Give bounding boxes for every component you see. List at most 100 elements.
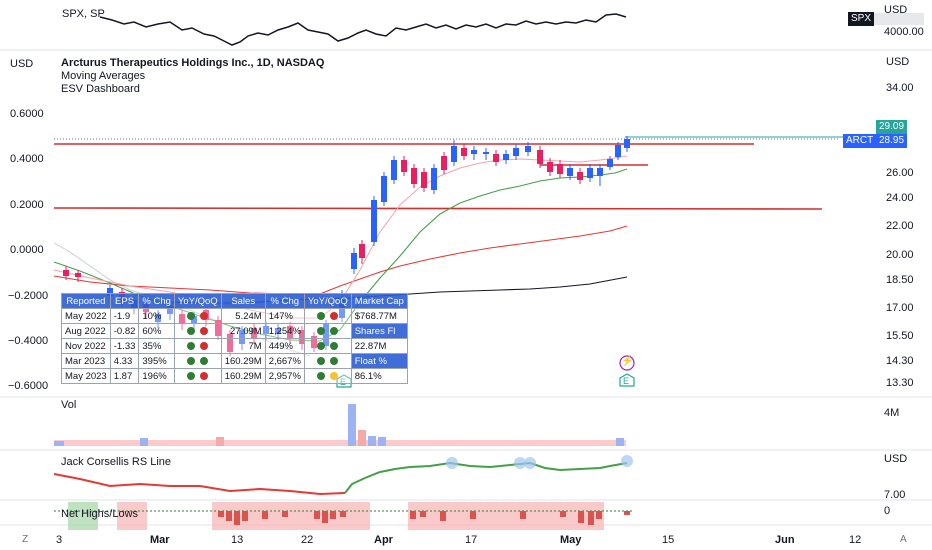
earnings-marker-label[interactable]: E <box>623 376 630 386</box>
zoom-reset-button[interactable]: Z <box>22 534 29 545</box>
candle <box>503 150 509 164</box>
left-scale-label: −0.2000 <box>8 290 49 302</box>
candle <box>381 172 387 206</box>
col-sales-yoy: YoY/QoQ <box>303 293 352 309</box>
left-scale-label: 0.2000 <box>10 199 44 211</box>
nh-red-zone-1 <box>117 502 147 530</box>
cell-float-pct-value: 86.1% <box>350 368 408 384</box>
cell-eps-chg: 35% <box>138 338 175 354</box>
green-dot-icon <box>317 311 326 320</box>
left-scale-label: 0.4000 <box>10 153 44 165</box>
candle <box>359 240 365 264</box>
compare-badge-ghost <box>874 13 924 25</box>
candle <box>461 144 467 160</box>
last-price-badge: 28.95 <box>876 134 908 148</box>
price-scale-label: 14.30 <box>886 355 914 367</box>
cell-sales-chg: 449% <box>264 338 305 354</box>
cell-eps-dots <box>173 368 222 384</box>
nh-green-zone <box>68 502 98 530</box>
time-axis-label: May <box>560 534 582 546</box>
green-dot-icon <box>330 356 339 365</box>
cell-shares-float-value: 22.87M <box>350 338 408 354</box>
rs-line-label[interactable]: Jack Corsellis RS Line <box>61 456 172 468</box>
red-dot-icon <box>330 311 339 320</box>
auto-scale-button[interactable]: A <box>900 534 907 545</box>
left-scale-label: −0.6000 <box>8 380 49 392</box>
candle <box>471 146 477 160</box>
candle <box>351 248 357 274</box>
cell-eps-dots <box>173 308 222 324</box>
earnings-marker-2 <box>619 373 635 387</box>
candle <box>567 164 573 180</box>
time-axis-label: Mar <box>150 534 170 546</box>
candle <box>421 168 427 192</box>
time-axis-label: Jun <box>775 534 795 546</box>
cell-eps-dots <box>173 323 222 339</box>
candle <box>597 164 603 186</box>
cell-eps: -1.33 <box>109 338 140 354</box>
cell-shares-float-label: Shares Fl <box>350 323 408 339</box>
price-scale-label: 24.00 <box>886 192 914 204</box>
time-axis-label: 12 <box>849 534 862 546</box>
left-scale-label: −0.4000 <box>8 335 49 347</box>
cell-eps-dots <box>173 338 222 354</box>
legend-esv-dashboard[interactable]: ESV Dashboard <box>61 83 140 95</box>
compare-badge[interactable]: SPX <box>848 12 875 26</box>
candle <box>537 146 543 168</box>
candle <box>391 156 397 184</box>
cell-eps: -1.9 <box>109 308 140 324</box>
green-dot-icon <box>317 356 326 365</box>
green-dot-icon <box>187 356 196 365</box>
rs-line-red <box>53 473 346 496</box>
cell-eps: 1.87 <box>109 368 140 384</box>
legend-moving-averages[interactable]: Moving Averages <box>61 70 146 82</box>
price-scale-label: 15.50 <box>886 330 914 342</box>
cell-sales: 27.09M <box>220 323 266 339</box>
candle <box>624 136 630 152</box>
cell-eps: -0.82 <box>109 323 140 339</box>
symbol-badge[interactable]: ARCT <box>843 134 877 148</box>
cell-sales-dots <box>303 323 352 339</box>
table-row: Aug 2022 -0.82 60% 27.09M 1,254% Shares … <box>61 323 408 339</box>
col-eps-yoy: YoY/QoQ <box>173 293 222 309</box>
candle <box>493 150 499 166</box>
cell-sales-dots <box>303 353 352 369</box>
candle <box>483 148 489 160</box>
cell-sales-chg: 1,254% <box>264 323 305 339</box>
cell-sales: 7M <box>220 338 266 354</box>
compare-price: 4000.00 <box>884 26 924 38</box>
cell-sales: 160.29M <box>220 353 266 369</box>
candle <box>75 270 81 282</box>
symbol-title[interactable]: Arcturus Therapeutics Holdings Inc., 1D,… <box>61 57 325 69</box>
price-scale-label: 34.00 <box>886 82 914 94</box>
rs-line-green <box>344 461 628 494</box>
cell-sales-dots <box>303 368 352 384</box>
time-axis-label: 17 <box>465 534 478 546</box>
rs-currency: USD <box>884 453 908 465</box>
compare-label: SPX, SP <box>62 8 105 20</box>
lightning-icon[interactable]: ⚡ <box>621 356 634 367</box>
rs-new-high-markers <box>446 455 633 469</box>
time-axis-label: Apr <box>374 534 393 546</box>
cell-eps-chg: 196% <box>138 368 175 384</box>
candle <box>451 140 457 166</box>
nh-scale-label: 0 <box>884 505 891 517</box>
cell-eps-chg: 60% <box>138 323 175 339</box>
net-highs-lows-label[interactable]: Net Highs/Lows <box>61 508 139 520</box>
green-dot-icon <box>317 371 326 380</box>
green-dot-icon <box>330 341 339 350</box>
price-scale-label: 26.00 <box>886 167 914 179</box>
price-scale-label: 22.00 <box>886 220 914 232</box>
volume-label[interactable]: Vol <box>61 399 77 411</box>
nh-red-zone-3 <box>408 502 604 530</box>
cell-eps: 4.33 <box>109 353 140 369</box>
col-sales: Sales <box>220 293 266 309</box>
cell-reported: May 2022 <box>61 308 111 324</box>
cell-sales-chg: 2,957% <box>264 368 305 384</box>
nh-bars <box>218 511 630 525</box>
left-currency: USD <box>10 58 34 70</box>
table-row: May 2022 -1.9 10% 5.24M 147% $768.77M <box>61 308 408 324</box>
rs-scale-label: 7.00 <box>884 489 906 501</box>
candle <box>401 156 407 176</box>
